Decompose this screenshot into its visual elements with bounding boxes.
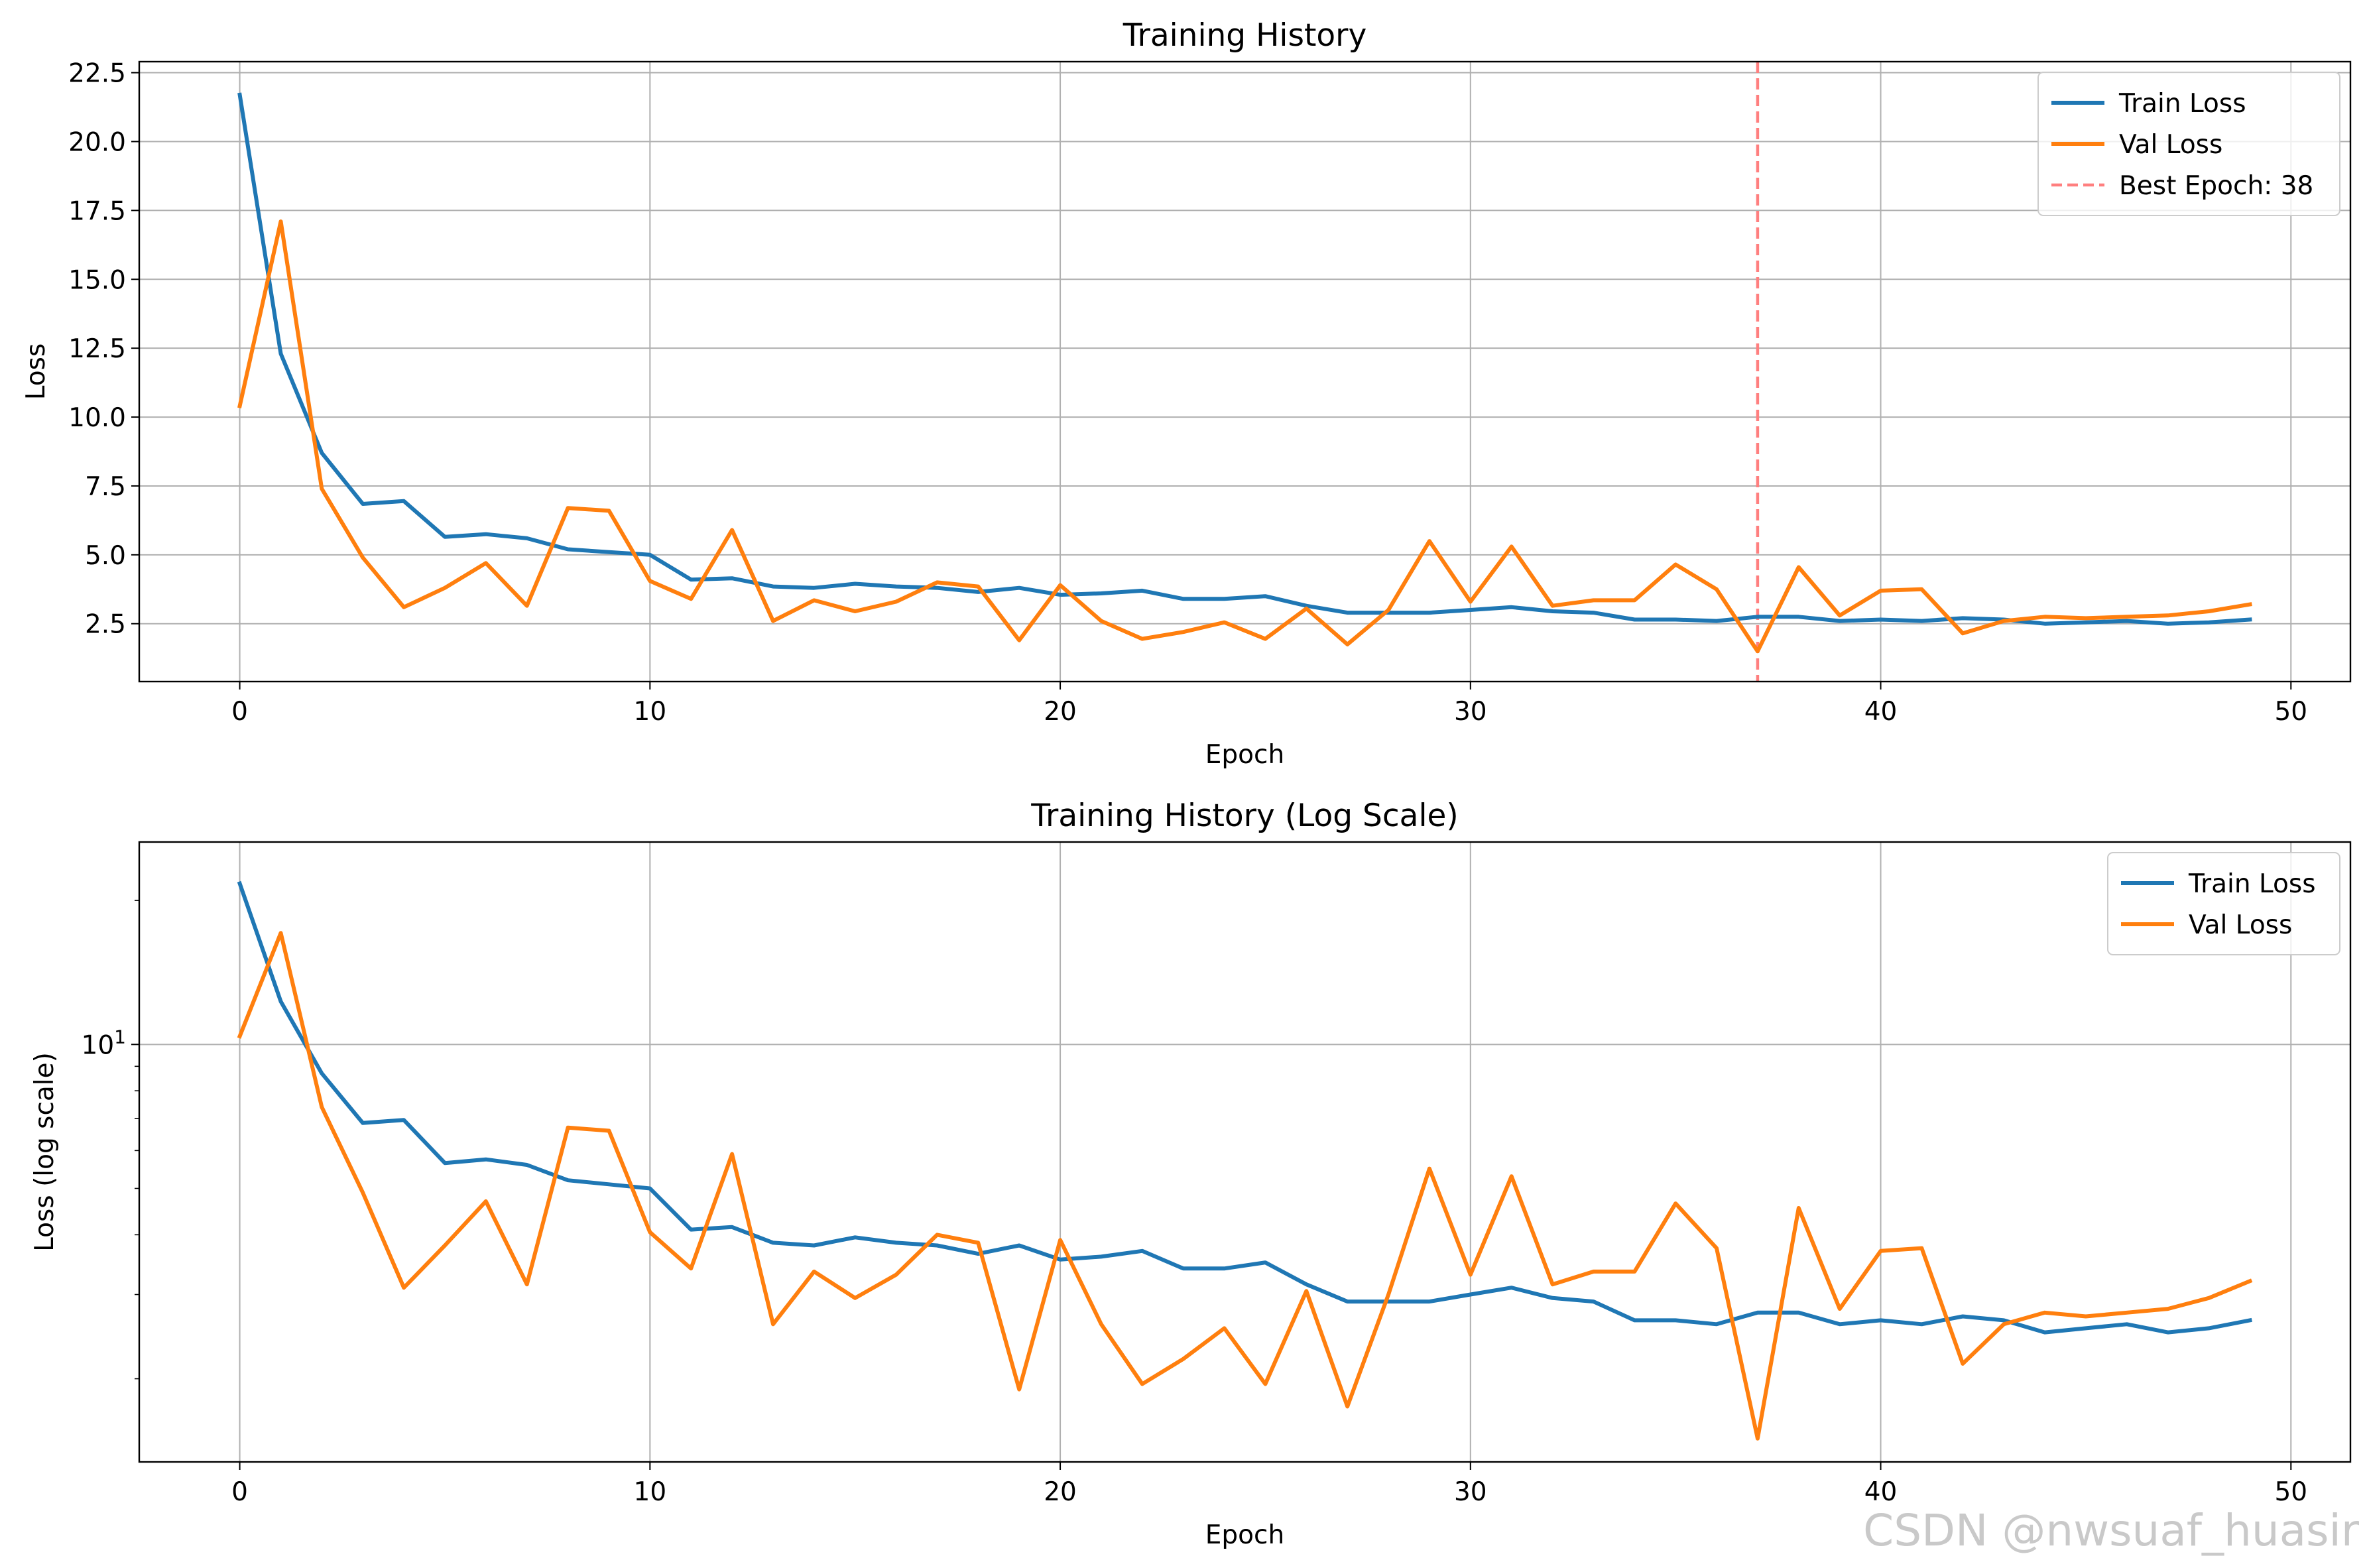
x-tick-label: 20 — [1044, 697, 1077, 727]
legend-label: Train Loss — [2188, 869, 2316, 899]
y-tick-label: 15.0 — [68, 265, 126, 295]
y-tick-label: 22.5 — [68, 59, 126, 89]
chart-title: Training History — [1123, 17, 1367, 54]
x-axis-label: Epoch — [1205, 1520, 1284, 1550]
legend-label: Val Loss — [2119, 130, 2222, 160]
x-tick-label: 40 — [1864, 1477, 1898, 1507]
y-tick-label: 12.5 — [68, 334, 126, 364]
x-tick-label: 20 — [1044, 1477, 1077, 1507]
y-tick-label: 7.5 — [85, 472, 126, 502]
axes-frame — [138, 60, 2352, 683]
x-tick-label: 30 — [1454, 697, 1487, 727]
y-tick-label: 101 — [82, 1026, 126, 1060]
series-line-val-loss — [237, 931, 2253, 1441]
x-tick-label: 50 — [2274, 1477, 2307, 1507]
y-tick-label: 2.5 — [85, 610, 126, 640]
watermark: CSDN @nwsuaf_huasir — [1863, 1505, 2359, 1556]
x-tick-label: 10 — [634, 697, 667, 727]
x-tick-label: 0 — [231, 697, 248, 727]
y-axis-label: Loss (log scale) — [30, 1052, 60, 1252]
legend-box — [2107, 852, 2340, 955]
x-tick-label: 30 — [1454, 1477, 1487, 1507]
x-tick-label: 10 — [634, 1477, 667, 1507]
series-line-train-loss — [237, 92, 2252, 626]
legend: Train Loss Val Loss — [2107, 852, 2340, 955]
chart-1: 0 10 20 30 40 50 2.5 5.0 7.5 10.0 12.5 15.0 17.5 20.0… — [21, 17, 2352, 770]
series-line-val-loss — [237, 219, 2252, 654]
chart-title: Training History (Log Scale) — [1030, 798, 1459, 834]
legend: Train Loss Val Loss Best Epoch: 38 — [2037, 72, 2340, 216]
legend-box — [2037, 72, 2340, 216]
chart-2: 0 10 20 30 40 50 101 Training History (Log Scal… — [30, 798, 2352, 1550]
legend-label: Train Loss — [2118, 89, 2246, 119]
x-tick-label: 40 — [1864, 697, 1898, 727]
x-axis-label: Epoch — [1205, 740, 1284, 770]
series-line-train-loss — [237, 880, 2252, 1335]
legend-label: Val Loss — [2189, 910, 2292, 940]
y-axis-label: Loss — [21, 343, 51, 400]
y-tick-label: 5.0 — [85, 541, 126, 571]
x-tick-label: 50 — [2274, 697, 2307, 727]
plot-area — [237, 62, 2252, 682]
axes-frame — [138, 841, 2352, 1463]
legend-label: Best Epoch: 38 — [2119, 171, 2313, 201]
y-tick-label: 17.5 — [68, 196, 126, 226]
plot-area — [237, 880, 2253, 1441]
x-tick-label: 0 — [231, 1477, 248, 1507]
y-tick-label: 20.0 — [68, 128, 126, 158]
y-tick-label: 10.0 — [68, 403, 126, 433]
